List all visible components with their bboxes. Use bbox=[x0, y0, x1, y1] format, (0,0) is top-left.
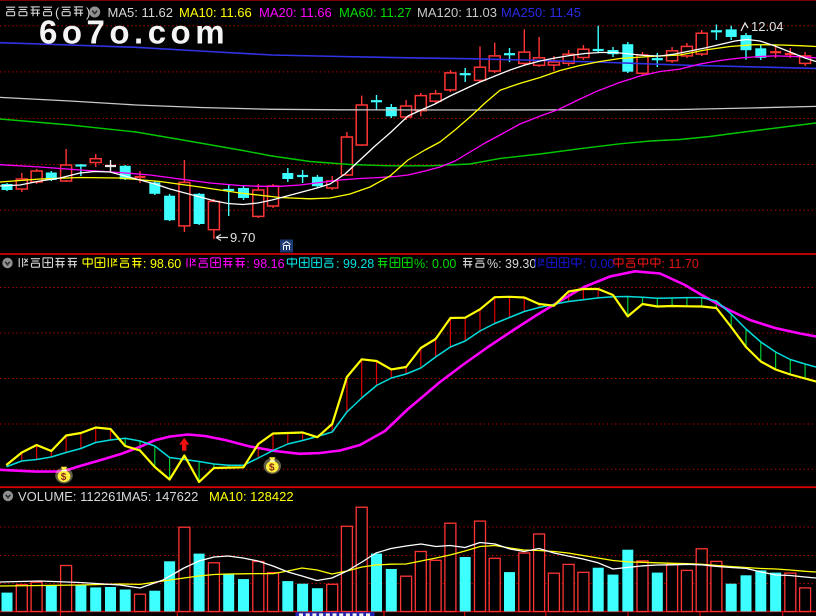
svg-text:VOLUME: 112261: VOLUME: 112261 bbox=[18, 489, 123, 504]
svg-text:%: 0.00: %: 0.00 bbox=[414, 257, 456, 271]
svg-text:: 0.00: : 0.00 bbox=[583, 257, 614, 271]
svg-text:9.70: 9.70 bbox=[230, 230, 255, 245]
svg-text:MA5: 147622: MA5: 147622 bbox=[121, 489, 198, 504]
svg-text:%: 39.30: %: 39.30 bbox=[487, 257, 536, 271]
svg-text:: 11.70: : 11.70 bbox=[662, 257, 699, 271]
svg-text:: 99.28: : 99.28 bbox=[336, 257, 374, 271]
svg-text:): ) bbox=[86, 5, 90, 20]
svg-text:$: $ bbox=[61, 472, 67, 483]
svg-text:6o7o.com: 6o7o.com bbox=[39, 14, 229, 51]
svg-text:(: ( bbox=[55, 5, 60, 20]
svg-text:: 98.16: : 98.16 bbox=[246, 257, 284, 271]
svg-text:MA10: 11.66: MA10: 11.66 bbox=[179, 5, 252, 20]
svg-text:MA120: 11.03: MA120: 11.03 bbox=[417, 5, 497, 20]
svg-text:MA10: 128422: MA10: 128422 bbox=[209, 489, 294, 504]
svg-text:MA60: 11.27: MA60: 11.27 bbox=[339, 5, 412, 20]
svg-text:: 98.60: : 98.60 bbox=[143, 257, 181, 271]
svg-text:MA250: 11.45: MA250: 11.45 bbox=[501, 5, 581, 20]
svg-text:$: $ bbox=[269, 463, 275, 474]
svg-text:MA20: 11.66: MA20: 11.66 bbox=[259, 5, 332, 20]
svg-text:12.04: 12.04 bbox=[751, 19, 784, 34]
svg-text:MA5: 11.62: MA5: 11.62 bbox=[108, 5, 174, 20]
